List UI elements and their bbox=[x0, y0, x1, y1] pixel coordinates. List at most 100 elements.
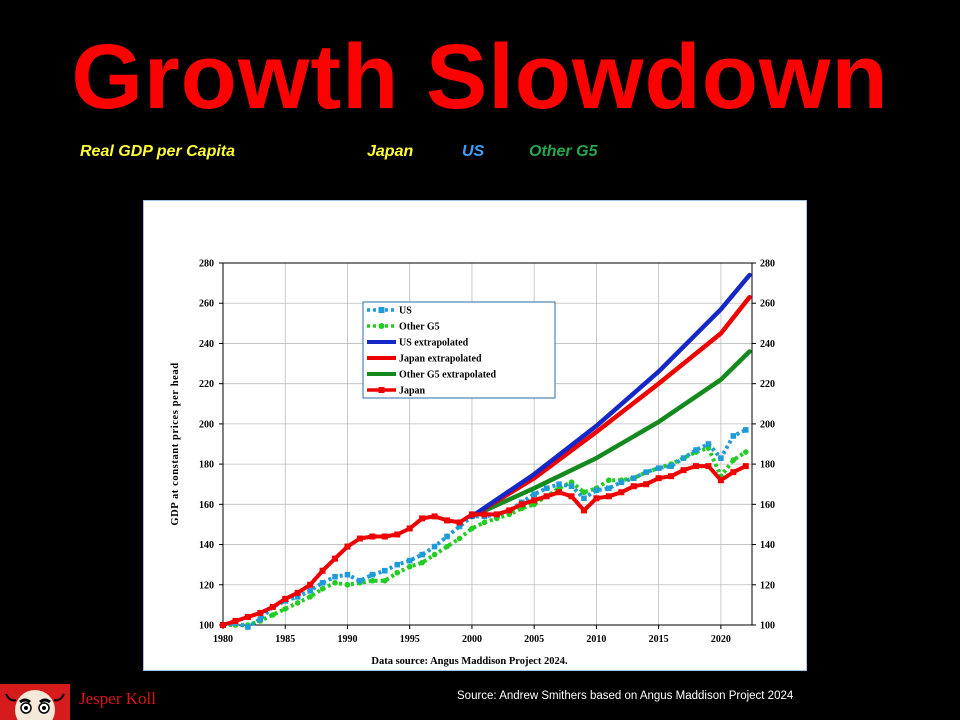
data-point bbox=[419, 551, 425, 558]
data-point bbox=[369, 577, 376, 584]
x-axis-title: Data source: Angus Maddison Project 2024… bbox=[371, 656, 568, 667]
data-point bbox=[568, 493, 575, 500]
data-point bbox=[269, 603, 276, 610]
data-point bbox=[382, 567, 388, 574]
y-tick-label-left: 220 bbox=[199, 379, 214, 390]
data-point bbox=[693, 447, 699, 453]
legend-label: Japan extrapolated bbox=[399, 354, 482, 365]
data-point bbox=[444, 533, 450, 540]
data-point bbox=[456, 535, 463, 542]
data-point bbox=[456, 523, 463, 530]
data-point bbox=[294, 594, 301, 600]
data-point bbox=[406, 557, 413, 564]
data-point bbox=[307, 588, 313, 594]
data-point bbox=[468, 511, 475, 518]
data-point bbox=[556, 489, 563, 496]
data-point bbox=[344, 543, 351, 550]
data-point bbox=[394, 569, 401, 576]
y-tick-label-right: 260 bbox=[760, 299, 775, 310]
x-tick-label: 2010 bbox=[586, 634, 606, 645]
data-point bbox=[481, 511, 488, 518]
subtitle-japan: Japan bbox=[367, 143, 414, 160]
data-point bbox=[518, 501, 525, 508]
data-point bbox=[319, 579, 326, 586]
data-point bbox=[319, 586, 326, 592]
subtitle-other-g5: Other G5 bbox=[529, 143, 598, 160]
page-title: Growth Slowdown bbox=[71, 26, 889, 128]
subtitle-row: Real GDP per Capita Japan US Other G5 bbox=[0, 143, 960, 163]
data-point bbox=[294, 589, 301, 596]
data-point bbox=[730, 457, 737, 463]
source-note: Source: Andrew Smithers based on Angus M… bbox=[457, 690, 794, 702]
data-point bbox=[655, 475, 662, 482]
series-us-extrapolated bbox=[469, 272, 752, 519]
data-point bbox=[680, 455, 687, 461]
legend-marker bbox=[378, 387, 385, 393]
legend-label: US extrapolated bbox=[399, 338, 469, 349]
x-tick-label: 1980 bbox=[213, 634, 233, 645]
data-point bbox=[456, 519, 463, 526]
data-point bbox=[332, 579, 338, 586]
data-point bbox=[581, 489, 587, 496]
series-line bbox=[222, 428, 747, 630]
data-point bbox=[356, 535, 363, 542]
y-tick-label-right: 180 bbox=[760, 460, 775, 471]
data-point bbox=[282, 606, 289, 612]
gdp-chart: 100 100 120 120 140 140 160 160 180 180 200 200 220 2… bbox=[170, 259, 775, 668]
data-point bbox=[257, 616, 264, 622]
data-point bbox=[606, 477, 612, 484]
data-point bbox=[543, 493, 550, 500]
y-tick-label-right: 220 bbox=[760, 379, 775, 390]
data-point bbox=[531, 497, 538, 504]
data-point bbox=[232, 617, 239, 624]
data-point bbox=[556, 481, 562, 488]
data-point bbox=[692, 463, 699, 470]
data-point bbox=[581, 495, 587, 502]
y-tick-label-right: 120 bbox=[760, 580, 775, 591]
x-tick-label: 2015 bbox=[649, 634, 669, 645]
chart-panel: 100 100 120 120 140 140 160 160 180 180 200 200 220 2… bbox=[143, 200, 807, 671]
data-point bbox=[344, 581, 351, 588]
y-tick-label-right: 100 bbox=[760, 621, 775, 632]
legend-box bbox=[362, 301, 556, 399]
y-tick-label-right: 240 bbox=[760, 339, 775, 350]
x-tick-label: 2020 bbox=[711, 634, 731, 645]
data-point bbox=[630, 475, 637, 481]
data-point bbox=[593, 487, 600, 494]
data-point bbox=[606, 485, 612, 492]
series-japan bbox=[220, 463, 749, 628]
data-point bbox=[643, 481, 650, 488]
legend-marker bbox=[378, 323, 385, 329]
y-tick-label-right: 200 bbox=[760, 419, 775, 430]
data-point bbox=[269, 612, 276, 618]
data-point bbox=[506, 507, 513, 514]
plot-frame bbox=[222, 262, 753, 626]
data-point bbox=[394, 531, 401, 538]
data-point bbox=[344, 571, 351, 578]
data-point bbox=[543, 485, 550, 492]
data-point bbox=[742, 427, 749, 433]
y-axis-title: GDP at constant prices per head bbox=[170, 362, 181, 525]
data-point bbox=[481, 519, 488, 526]
data-point bbox=[730, 433, 737, 439]
series-other-g5-extrapolated bbox=[469, 349, 752, 519]
data-point bbox=[282, 595, 289, 602]
data-point bbox=[394, 561, 401, 568]
y-tick-label-left: 200 bbox=[199, 419, 214, 430]
data-point bbox=[742, 463, 749, 470]
data-point bbox=[618, 489, 625, 496]
series-japan-extrapolated bbox=[469, 294, 752, 519]
subtitle-us: US bbox=[462, 143, 485, 160]
legend-label: Other G5 extrapolated bbox=[399, 370, 496, 381]
data-point bbox=[655, 465, 662, 471]
x-tick-label: 1985 bbox=[275, 634, 295, 645]
data-point bbox=[593, 495, 600, 502]
x-tick-label: 2000 bbox=[462, 634, 482, 645]
x-tick-label: 1990 bbox=[337, 634, 357, 645]
data-point bbox=[742, 449, 749, 455]
data-point bbox=[630, 483, 637, 490]
data-point bbox=[431, 513, 438, 520]
series-line bbox=[469, 272, 752, 519]
data-point bbox=[406, 525, 413, 532]
data-point bbox=[643, 469, 649, 475]
